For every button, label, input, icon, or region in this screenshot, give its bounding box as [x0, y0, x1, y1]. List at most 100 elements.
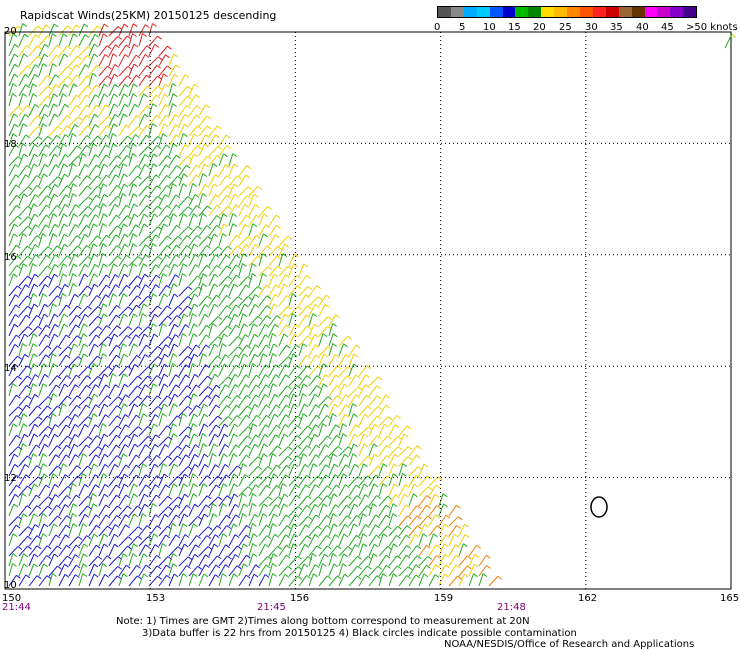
- wind-barb: [208, 525, 218, 537]
- wind-barb-flag: [123, 93, 128, 98]
- wind-barb-flag: [147, 456, 153, 460]
- wind-barb-flag: [156, 454, 161, 459]
- wind-barb-flag: [187, 226, 193, 231]
- wind-barb-flag: [53, 23, 59, 28]
- wind-barb: [88, 214, 96, 227]
- wind-barb: [358, 475, 368, 487]
- wind-barb-flag: [12, 423, 18, 428]
- wind-barb: [348, 476, 359, 487]
- wind-barb: [268, 465, 277, 477]
- wind-barb: [98, 23, 105, 37]
- wind-barb: [208, 503, 214, 517]
- legend-swatch: [657, 7, 671, 17]
- wind-barb: [438, 524, 446, 537]
- wind-barb-flag: [26, 395, 32, 400]
- wind-barb: [268, 333, 273, 347]
- wind-barb-flag: [74, 423, 80, 428]
- wind-barb: [168, 293, 175, 307]
- wind-barb-flag: [136, 354, 141, 359]
- wind-barb-flag: [56, 375, 62, 380]
- wind-barb: [98, 336, 109, 347]
- wind-barb: [58, 354, 67, 367]
- wind-barb: [98, 303, 104, 317]
- wind-barb-flag: [112, 53, 118, 57]
- wind-barb: [158, 235, 168, 247]
- wind-barb-flag: [182, 183, 188, 188]
- wind-barb: [218, 305, 228, 317]
- wind-barb: [268, 425, 277, 437]
- wind-barb: [58, 424, 67, 437]
- wind-barb-flag: [317, 525, 322, 530]
- wind-barb: [278, 404, 287, 417]
- wind-barb: [458, 523, 465, 537]
- wind-barb: [18, 123, 24, 137]
- wind-barb-flag: [165, 54, 170, 59]
- wind-barb-flag: [46, 75, 52, 80]
- wind-barb: [68, 554, 76, 567]
- wind-barb-flag: [102, 303, 108, 308]
- wind-barb-flag: [46, 345, 52, 350]
- wind-barb-flag: [55, 534, 61, 539]
- wind-barb: [298, 383, 304, 397]
- wind-barb-flag: [122, 573, 128, 578]
- wind-barb: [228, 274, 237, 287]
- wind-barb-flag: [476, 545, 481, 549]
- wind-barb: [118, 254, 127, 267]
- wind-barb: [138, 333, 145, 347]
- wind-barb-flag: [376, 385, 382, 390]
- wind-barb-flag: [152, 23, 157, 27]
- wind-barb: [358, 405, 368, 417]
- wind-barb-flag: [167, 45, 172, 50]
- wind-barb-flag: [114, 203, 119, 208]
- wind-barb-flag: [315, 414, 321, 419]
- wind-barb-flag: [173, 53, 179, 58]
- wind-barb: [138, 254, 146, 267]
- wind-barb: [168, 175, 178, 187]
- wind-barb: [268, 523, 274, 537]
- wind-barb: [8, 44, 16, 57]
- wind-barb: [8, 144, 16, 157]
- wind-barb-flag: [105, 144, 110, 149]
- wind-barb-flag: [204, 313, 209, 318]
- wind-barb: [138, 24, 146, 37]
- wind-barb: [358, 483, 365, 497]
- wind-barb-flag: [102, 223, 107, 227]
- wind-barb: [128, 83, 134, 97]
- wind-barb: [248, 434, 257, 447]
- wind-barb-flag: [144, 54, 150, 58]
- wind-barb: [208, 564, 217, 577]
- wind-barb: [88, 175, 98, 187]
- wind-barb: [38, 265, 48, 277]
- wind-barb-flag: [156, 145, 161, 149]
- wind-barb-flag: [175, 254, 181, 259]
- wind-barb-flag: [12, 533, 18, 538]
- wind-barb-flag: [386, 564, 391, 569]
- wind-barb-flag: [252, 223, 258, 228]
- wind-barb: [158, 305, 168, 317]
- wind-barb: [248, 503, 253, 517]
- wind-barb-flag: [207, 155, 212, 160]
- wind-barb: [348, 495, 358, 507]
- wind-barb-flag: [87, 206, 93, 210]
- wind-barb: [98, 263, 104, 277]
- wind-barb: [368, 553, 374, 567]
- wind-barb-flag: [103, 83, 109, 88]
- wind-barb-flag: [442, 493, 448, 498]
- wind-barb-flag: [22, 23, 27, 27]
- wind-barb-flag: [115, 214, 121, 219]
- wind-barb: [8, 93, 13, 107]
- wind-barb: [158, 514, 166, 527]
- wind-barb-flag: [192, 423, 198, 428]
- wind-barb-flag: [407, 446, 413, 451]
- wind-barb: [38, 303, 45, 317]
- wind-barb-flag: [407, 515, 412, 520]
- wind-barb: [348, 535, 357, 547]
- wind-barb: [58, 163, 65, 177]
- wind-barb: [178, 144, 186, 157]
- wind-barb: [198, 314, 206, 327]
- wind-barb: [108, 36, 119, 47]
- wind-barb: [178, 133, 184, 147]
- wind-barb-flag: [34, 104, 40, 108]
- wind-barb: [158, 205, 168, 217]
